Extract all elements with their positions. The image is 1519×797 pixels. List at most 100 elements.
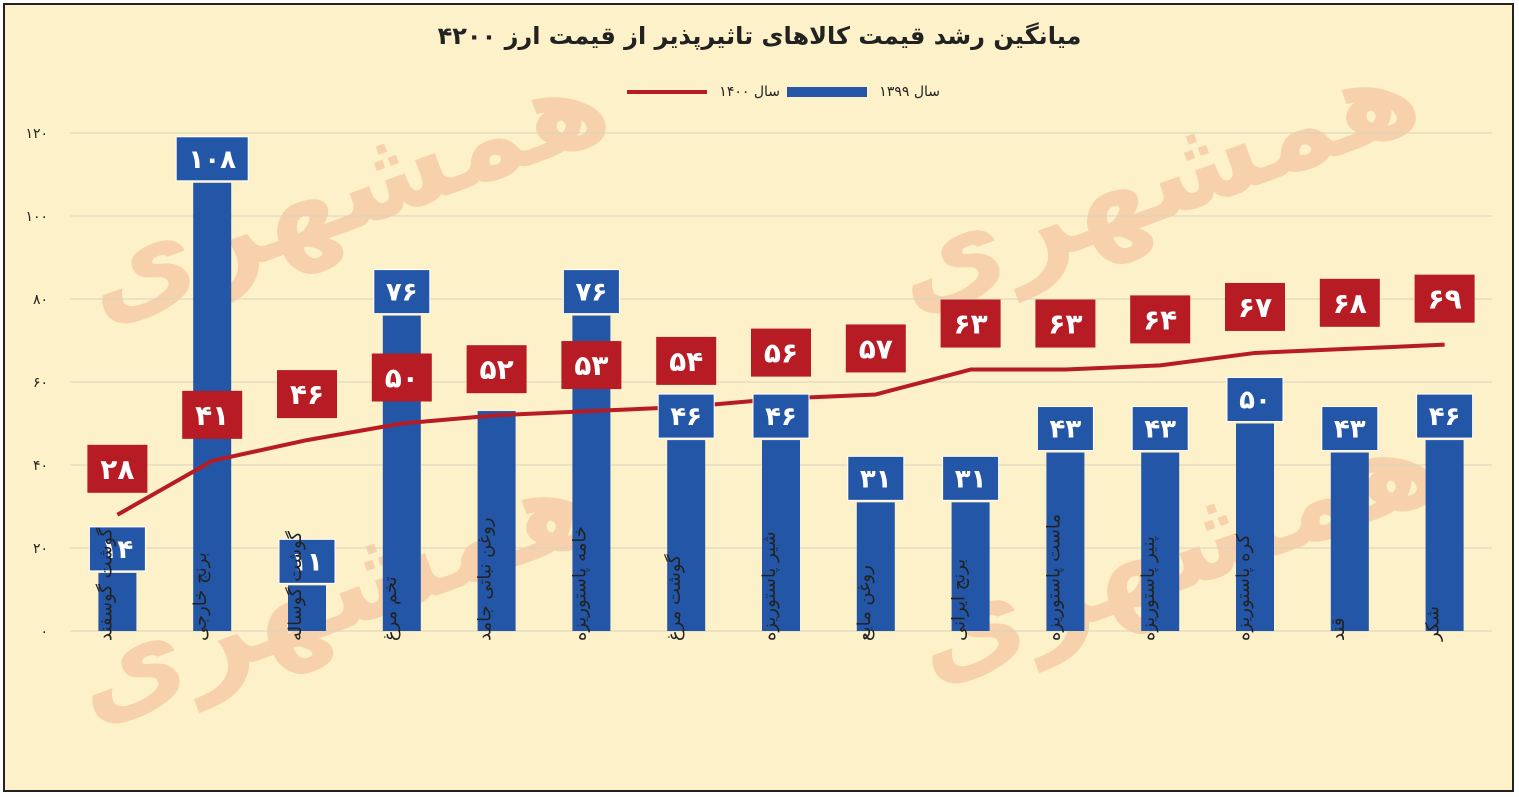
y-tick-label: ۰	[40, 624, 48, 640]
legend-label-1399: سال ۱۳۹۹	[879, 84, 940, 100]
line-data-label: ۵۶	[764, 337, 798, 370]
line-data-label: ۵۴	[669, 345, 703, 378]
line-data-label: ۲۸	[100, 453, 134, 486]
line-data-label: ۵۰	[385, 362, 419, 395]
bar-label-box	[752, 393, 810, 439]
bar-label-box	[1131, 406, 1189, 452]
legend-item-1399: سال ۱۳۹۹	[786, 84, 940, 108]
x-tick-label: ماست پاستوریزه	[1043, 514, 1064, 641]
bar-data-label: ۷۶	[576, 278, 608, 308]
bar-1399	[477, 411, 516, 631]
legend-swatch-1399	[786, 87, 867, 97]
bar-label-box	[562, 269, 620, 315]
bar-label-box	[1036, 406, 1094, 452]
x-tick-label: برنج ایرانی	[949, 559, 970, 641]
y-tick-label: ۱۰۰	[25, 209, 48, 225]
bar-label-box	[1321, 406, 1379, 452]
bar-data-label: ۱۰۸	[188, 145, 236, 175]
x-tick-label: شکر	[1423, 606, 1444, 642]
bar-1399	[762, 440, 800, 631]
line-data-label: ۶۳	[954, 308, 988, 341]
bar-data-label: ۴۳	[1334, 415, 1366, 445]
x-tick-label: پنیر پاستوریزه	[1138, 536, 1159, 641]
line-label-box	[1035, 299, 1096, 348]
line-data-label: ۴۶	[290, 378, 324, 411]
line-label-box	[1225, 282, 1285, 331]
x-tick-label: روغن مایع	[854, 565, 875, 641]
bar-1399	[288, 585, 326, 631]
x-tick-label: کره پاستوریزه	[1233, 534, 1254, 641]
line-data-label: ۶۷	[1238, 291, 1272, 324]
bar-1399	[856, 502, 895, 631]
bar-data-label: ۳۱	[955, 464, 987, 494]
line-data-label: ۵۳	[574, 349, 608, 382]
bar-1399	[667, 440, 706, 631]
bar-data-label: ۱۱	[291, 547, 323, 577]
line-data-label: ۶۳	[1048, 308, 1082, 341]
bar-1399	[98, 572, 137, 631]
line-label-box	[751, 328, 811, 377]
line-label-box	[656, 336, 717, 385]
bar-data-label: ۱۴	[102, 535, 134, 565]
bar-label-box	[1416, 393, 1474, 439]
line-label-box	[561, 341, 622, 390]
chart-title: میانگین رشد قیمت کالاهای تاثیرپذیر از قی…	[437, 22, 1082, 50]
legend-item-1400: سال ۱۴۰۰	[626, 84, 780, 108]
bar-data-label: ۴۶	[670, 402, 702, 432]
line-data-label: ۶۴	[1143, 303, 1177, 336]
legend-label-1400: سال ۱۴۰۰	[719, 84, 780, 100]
line-data-label: ۴۱	[195, 399, 229, 432]
bar-data-label: ۳۱	[860, 464, 892, 494]
line-label-box	[940, 299, 1001, 348]
line-data-label: ۵۲	[480, 353, 514, 386]
x-tick-label: خامه پاستوریزه	[569, 526, 590, 641]
bar-1399	[1330, 452, 1369, 631]
bar-label-box	[942, 455, 1000, 501]
bar-1399	[951, 502, 990, 631]
x-tick-label: برنج خارجی	[190, 552, 211, 641]
line-data-label: ۶۹	[1428, 283, 1462, 316]
x-tick-label: شیر پاستوریزه	[759, 531, 780, 641]
line-data-label: ۵۷	[859, 332, 893, 365]
x-tick-label: گوشت گوساله	[284, 531, 306, 641]
bar-data-label: ۴۶	[1429, 402, 1461, 432]
x-tick-label: قند	[1328, 618, 1349, 641]
x-tick-label: گوشت گوسفند	[94, 527, 116, 641]
bar-1399	[1046, 452, 1085, 631]
bar-data-label: ۴۶	[765, 402, 797, 432]
x-tick-label: روغن نباتی جامد	[475, 517, 496, 641]
bar-data-label: ۵۰	[1239, 386, 1271, 416]
line-label-box	[1414, 274, 1475, 323]
line-label-box	[1130, 295, 1191, 344]
bar-label-box	[88, 526, 146, 572]
bar-label-box	[278, 538, 336, 584]
y-tick-label: ۸۰	[33, 292, 48, 308]
bar-1399	[1141, 452, 1180, 631]
bar-1399	[1236, 423, 1274, 631]
bar-label-box	[1226, 377, 1284, 422]
bar-label-box	[657, 393, 715, 439]
y-tick-label: ۴۰	[33, 458, 48, 474]
bar-data-label: ۷۶	[386, 278, 418, 308]
line-label-box	[371, 353, 432, 402]
y-tick-label: ۱۲۰	[25, 126, 48, 142]
x-tick-label: تخم مرغ	[380, 576, 401, 641]
line-label-box	[466, 345, 527, 394]
bar-label-box	[175, 136, 249, 182]
bar-label-box	[373, 269, 431, 315]
bar-data-label: ۴۳	[1144, 415, 1176, 445]
line-label-box	[277, 370, 337, 419]
line-label-box	[87, 444, 148, 493]
line-data-label: ۶۸	[1333, 287, 1367, 320]
line-label-box	[845, 324, 906, 373]
y-tick-label: ۲۰	[33, 541, 48, 557]
bar-1399	[1425, 440, 1464, 631]
line-label-box	[1319, 278, 1380, 327]
x-tick-label: گوشت مرغ	[663, 554, 685, 641]
legend-swatch-1400	[626, 90, 707, 94]
line-label-box	[182, 390, 243, 439]
bar-label-box	[847, 455, 905, 501]
legend: سال ۱۳۹۹ سال ۱۴۰۰	[600, 84, 940, 108]
y-tick-label: ۶۰	[33, 375, 48, 391]
